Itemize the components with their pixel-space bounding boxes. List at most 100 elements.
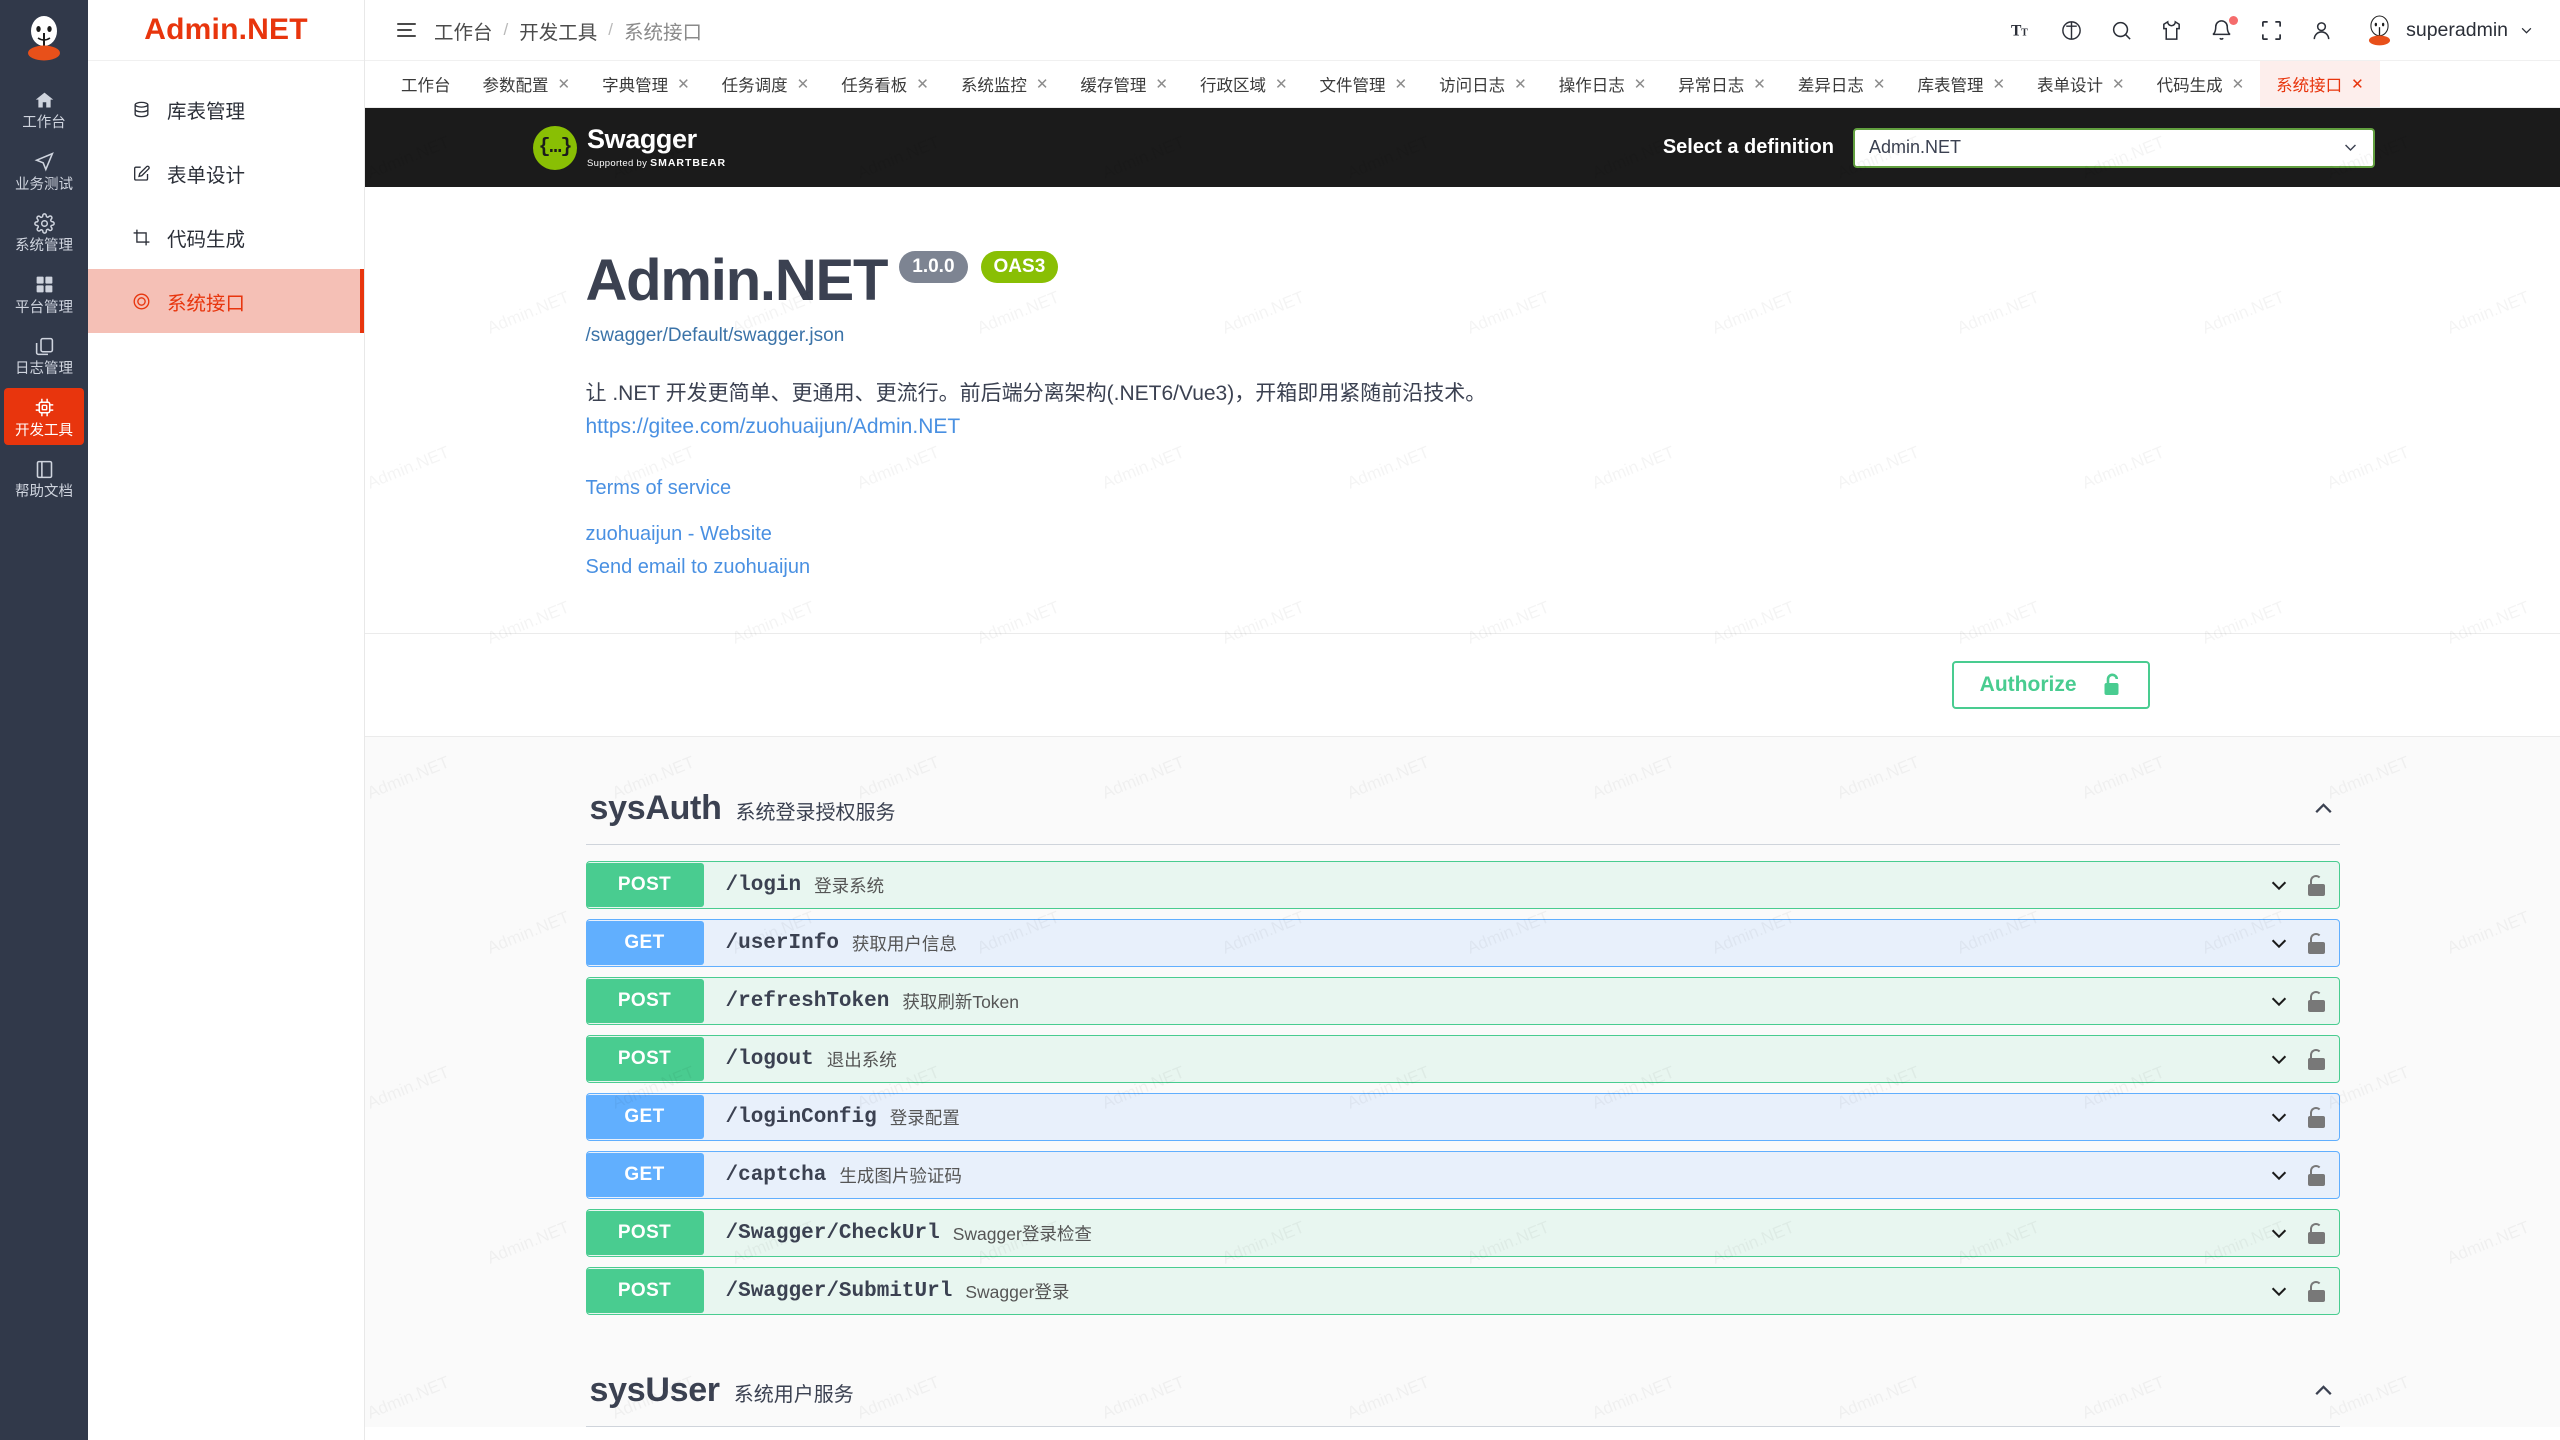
lock-icon xyxy=(2307,1280,2325,1302)
api-operation-actions xyxy=(2268,1048,2339,1070)
chevron-down-icon[interactable] xyxy=(2268,1280,2290,1302)
tab-item[interactable]: 系统监控 ✕ xyxy=(945,61,1065,107)
tab-item[interactable]: 任务调度 ✕ xyxy=(706,61,826,107)
rail-item-workbench[interactable]: 工作台 xyxy=(4,80,84,138)
target-icon xyxy=(130,292,152,311)
chevron-up-icon[interactable] xyxy=(2311,1378,2336,1403)
sidebar-collapse-icon[interactable] xyxy=(397,22,416,38)
tab-item[interactable]: 工作台 xyxy=(385,61,467,107)
chevron-up-icon[interactable] xyxy=(2311,796,2336,821)
tab-item[interactable]: 库表管理 ✕ xyxy=(1901,61,2021,107)
definition-select[interactable]: Admin.NET xyxy=(1853,127,2375,168)
breadcrumb-item-0[interactable]: 工作台 xyxy=(434,21,493,44)
database-icon xyxy=(130,100,152,119)
tab-item[interactable]: 访问日志 ✕ xyxy=(1423,61,1543,107)
chevron-down-icon[interactable] xyxy=(2268,1048,2290,1070)
rail-item-platform-management[interactable]: 平台管理 xyxy=(4,265,84,323)
chevron-down-icon[interactable] xyxy=(2268,932,2290,954)
spec-url-link[interactable]: /swagger/Default/swagger.json xyxy=(585,325,845,346)
tab-item[interactable]: 系统接口 ✕ xyxy=(2260,61,2380,107)
rail-item-log-management[interactable]: 日志管理 xyxy=(4,326,84,384)
contact-email-link[interactable]: Send email to zuohuaijun xyxy=(585,555,811,578)
tab-item[interactable]: 行政区域 ✕ xyxy=(1184,61,1304,107)
rail-item-dev-tools[interactable]: 开发工具 xyxy=(4,387,84,445)
svg-text:T: T xyxy=(2021,28,2028,39)
api-operation-row[interactable]: POST/Swagger/SubmitUrl Swagger登录 xyxy=(585,1267,2340,1316)
user-menu[interactable]: superadmin xyxy=(2364,14,2534,47)
api-operation-summary: 获取刷新Token xyxy=(902,991,1020,1012)
search-icon[interactable] xyxy=(2110,19,2133,42)
breadcrumb-item-2[interactable]: 系统接口 xyxy=(624,21,703,44)
swagger-content[interactable]: Admin.NET 1.0.0 OAS3 /swagger/Default/sw… xyxy=(365,187,2560,1440)
tab-close-icon[interactable]: ✕ xyxy=(1394,75,1408,93)
definition-selector-group: Select a definition Admin.NET xyxy=(1663,127,2375,168)
tab-close-icon[interactable]: ✕ xyxy=(1155,75,1168,93)
tab-close-icon[interactable]: ✕ xyxy=(2231,75,2245,93)
tab-close-icon[interactable]: ✕ xyxy=(796,75,810,93)
tab-close-icon[interactable]: ✕ xyxy=(2112,75,2125,93)
api-tag-header[interactable]: sysAuth 系统登录授权服务 xyxy=(585,767,2340,846)
tab-close-icon[interactable]: ✕ xyxy=(1274,75,1288,93)
api-operation-path: /refreshToken xyxy=(725,989,890,1013)
api-tag-header[interactable]: sysUser 系统用户服务 xyxy=(585,1349,2340,1428)
tab-close-icon[interactable]: ✕ xyxy=(916,75,929,93)
api-operation-row[interactable]: POST/Swagger/CheckUrl Swagger登录检查 xyxy=(585,1209,2340,1258)
tab-item[interactable]: 表单设计 ✕ xyxy=(2021,61,2141,107)
tab-item[interactable]: 文件管理 ✕ xyxy=(1304,61,1424,107)
tab-item[interactable]: 任务看板 ✕ xyxy=(825,61,945,107)
api-operation-row[interactable]: GET/loginConfig 登录配置 xyxy=(585,1093,2340,1142)
rail-item-system-management[interactable]: 系统管理 xyxy=(4,203,84,261)
tab-close-icon[interactable]: ✕ xyxy=(1872,75,1886,93)
api-operation-row[interactable]: GET/captcha 生成图片验证码 xyxy=(585,1151,2340,1200)
contact-website-link[interactable]: zuohuaijun - Website xyxy=(585,523,772,546)
api-operation-summary: 退出系统 xyxy=(826,1049,897,1070)
tab-item[interactable]: 缓存管理 ✕ xyxy=(1064,61,1184,107)
sidebar-item-label: 表单设计 xyxy=(167,164,246,187)
sidebar-item-system-api[interactable]: 系统接口 xyxy=(88,269,364,333)
tab-item[interactable]: 字典管理 ✕ xyxy=(586,61,706,107)
fullscreen-icon[interactable] xyxy=(2260,19,2283,42)
chevron-down-icon[interactable] xyxy=(2268,1222,2290,1244)
chevron-down-icon[interactable] xyxy=(2268,1106,2290,1128)
tab-close-icon[interactable]: ✕ xyxy=(1514,75,1527,93)
authorize-button[interactable]: Authorize xyxy=(1951,661,2150,710)
tab-close-icon[interactable]: ✕ xyxy=(557,75,571,93)
sidebar-item-code-gen[interactable]: 代码生成 xyxy=(88,205,364,269)
api-description-link[interactable]: https://gitee.com/zuohuaijun/Admin.NET xyxy=(585,414,961,438)
sidebar-item-db-tables[interactable]: 库表管理 xyxy=(88,77,364,141)
tab-close-icon[interactable]: ✕ xyxy=(1753,75,1766,93)
version-badge: 1.0.0 xyxy=(899,251,968,283)
tab-close-icon[interactable]: ✕ xyxy=(1035,75,1049,93)
chevron-down-icon[interactable] xyxy=(2268,874,2290,896)
tab-item[interactable]: 差异日志 ✕ xyxy=(1782,61,1902,107)
chevron-down-icon[interactable] xyxy=(2268,1164,2290,1186)
tab-close-icon[interactable]: ✕ xyxy=(1633,75,1647,93)
rail-item-help-docs[interactable]: 帮助文档 xyxy=(4,449,84,507)
tab-close-icon[interactable]: ✕ xyxy=(677,75,690,93)
tab-close-icon[interactable]: ✕ xyxy=(1992,75,2006,93)
api-operation-row[interactable]: GET/userInfo 获取用户信息 xyxy=(585,919,2340,968)
notification-icon[interactable] xyxy=(2210,15,2239,42)
swagger-logo[interactable]: {…} Swagger Supported by SMARTBEAR xyxy=(533,125,726,170)
sidebar-item-form-design[interactable]: 表单设计 xyxy=(88,141,364,205)
terms-of-service-link[interactable]: Terms of service xyxy=(585,477,732,500)
tab-item[interactable]: 异常日志 ✕ xyxy=(1662,61,1782,107)
theme-icon[interactable] xyxy=(2160,19,2183,42)
rail-item-business-test[interactable]: 业务测试 xyxy=(4,142,84,200)
api-operation-summary: 登录配置 xyxy=(889,1107,960,1128)
language-icon[interactable] xyxy=(2060,19,2083,42)
api-operation-row[interactable]: POST/refreshToken 获取刷新Token xyxy=(585,977,2340,1026)
api-operation-summary: 生成图片验证码 xyxy=(839,1165,962,1186)
api-operation-row[interactable]: POST/logout 退出系统 xyxy=(585,1035,2340,1084)
tab-item[interactable]: 操作日志 ✕ xyxy=(1543,61,1663,107)
api-operation-row[interactable]: POST/login 登录系统 xyxy=(585,861,2340,910)
tab-item[interactable]: 代码生成 ✕ xyxy=(2141,61,2261,107)
chevron-down-icon[interactable] xyxy=(2268,990,2290,1012)
tab-close-icon[interactable]: ✕ xyxy=(2351,75,2364,93)
send-icon xyxy=(34,151,55,173)
breadcrumb-item-1[interactable]: 开发工具 xyxy=(519,21,598,44)
api-tag-section: sysUser 系统用户服务 xyxy=(558,1349,2368,1428)
tab-item[interactable]: 参数配置 ✕ xyxy=(467,61,587,107)
user-icon[interactable] xyxy=(2310,19,2333,42)
